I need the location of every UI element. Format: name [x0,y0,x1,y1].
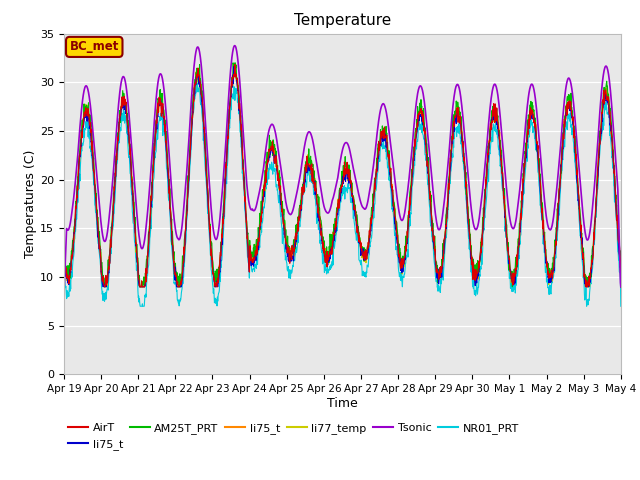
Tsonic [308,135,316,141]
AirT [617,284,625,289]
li75_t [617,284,625,289]
Tsonic [297,170,305,176]
Tsonic [60,284,68,289]
Text: BC_met: BC_met [70,40,119,53]
li75_t [126,147,134,153]
li77_temp [617,284,625,289]
AM25T_PRT [100,284,108,289]
AirT [101,284,109,289]
NR01_PRT [308,180,316,186]
Title: Temperature: Temperature [294,13,391,28]
NR01_PRT [617,303,625,309]
li75_t [60,259,68,264]
AM25T_PRT [617,284,625,289]
Line: li75_t: li75_t [64,69,621,287]
AM25T_PRT [126,141,134,147]
li75_t [126,151,134,156]
li75_t [99,284,107,289]
AM25T_PRT [229,60,237,66]
li75_t [319,234,326,240]
AM25T_PRT [297,197,305,203]
li75_t [308,171,316,177]
Line: li77_temp: li77_temp [64,71,621,287]
AM25T_PRT [308,163,316,169]
NR01_PRT [193,80,201,85]
Line: NR01_PRT: NR01_PRT [64,83,621,306]
li75_t [308,172,316,178]
li75_t [60,260,68,265]
li77_temp [60,262,68,268]
li75_t [297,202,305,208]
li77_temp [378,129,385,134]
li77_temp [297,204,305,209]
Line: li75_t: li75_t [64,67,621,287]
Tsonic [378,104,385,110]
li75_t [230,66,237,72]
AirT [231,61,239,67]
li77_temp [319,236,326,242]
NR01_PRT [60,268,68,274]
li77_temp [100,284,108,289]
li75_t [378,135,385,141]
li75_t [104,282,111,288]
Tsonic [126,121,134,127]
Tsonic [103,231,111,237]
NR01_PRT [126,163,134,168]
li75_t [230,64,237,70]
li75_t [104,280,111,286]
NR01_PRT [378,140,385,145]
Line: AM25T_PRT: AM25T_PRT [64,63,621,287]
li77_temp [230,68,237,74]
li75_t [297,208,305,214]
AirT [297,206,305,212]
AirT [126,152,134,157]
AirT [308,166,316,171]
li77_temp [308,169,316,175]
Y-axis label: Temperatures (C): Temperatures (C) [24,150,37,258]
AM25T_PRT [60,263,68,268]
AM25T_PRT [319,236,326,242]
Legend: AirT, li75_t, AM25T_PRT, li75_t, li77_temp, Tsonic, NR01_PRT: AirT, li75_t, AM25T_PRT, li75_t, li77_te… [64,419,523,454]
NR01_PRT [103,286,111,292]
AirT [378,135,385,141]
Line: AirT: AirT [64,64,621,287]
NR01_PRT [297,211,305,216]
Tsonic [318,194,326,200]
li75_t [319,240,326,246]
li77_temp [104,278,111,284]
li77_temp [126,147,134,153]
AirT [104,279,111,285]
AirT [60,256,68,262]
li75_t [378,129,385,135]
li75_t [100,284,108,289]
li75_t [617,284,625,289]
Tsonic [617,284,625,289]
AirT [319,237,326,243]
Tsonic [231,43,239,48]
Line: Tsonic: Tsonic [64,46,621,287]
X-axis label: Time: Time [327,397,358,410]
AM25T_PRT [104,274,111,279]
NR01_PRT [319,261,326,267]
NR01_PRT [136,303,144,309]
AM25T_PRT [378,129,385,134]
